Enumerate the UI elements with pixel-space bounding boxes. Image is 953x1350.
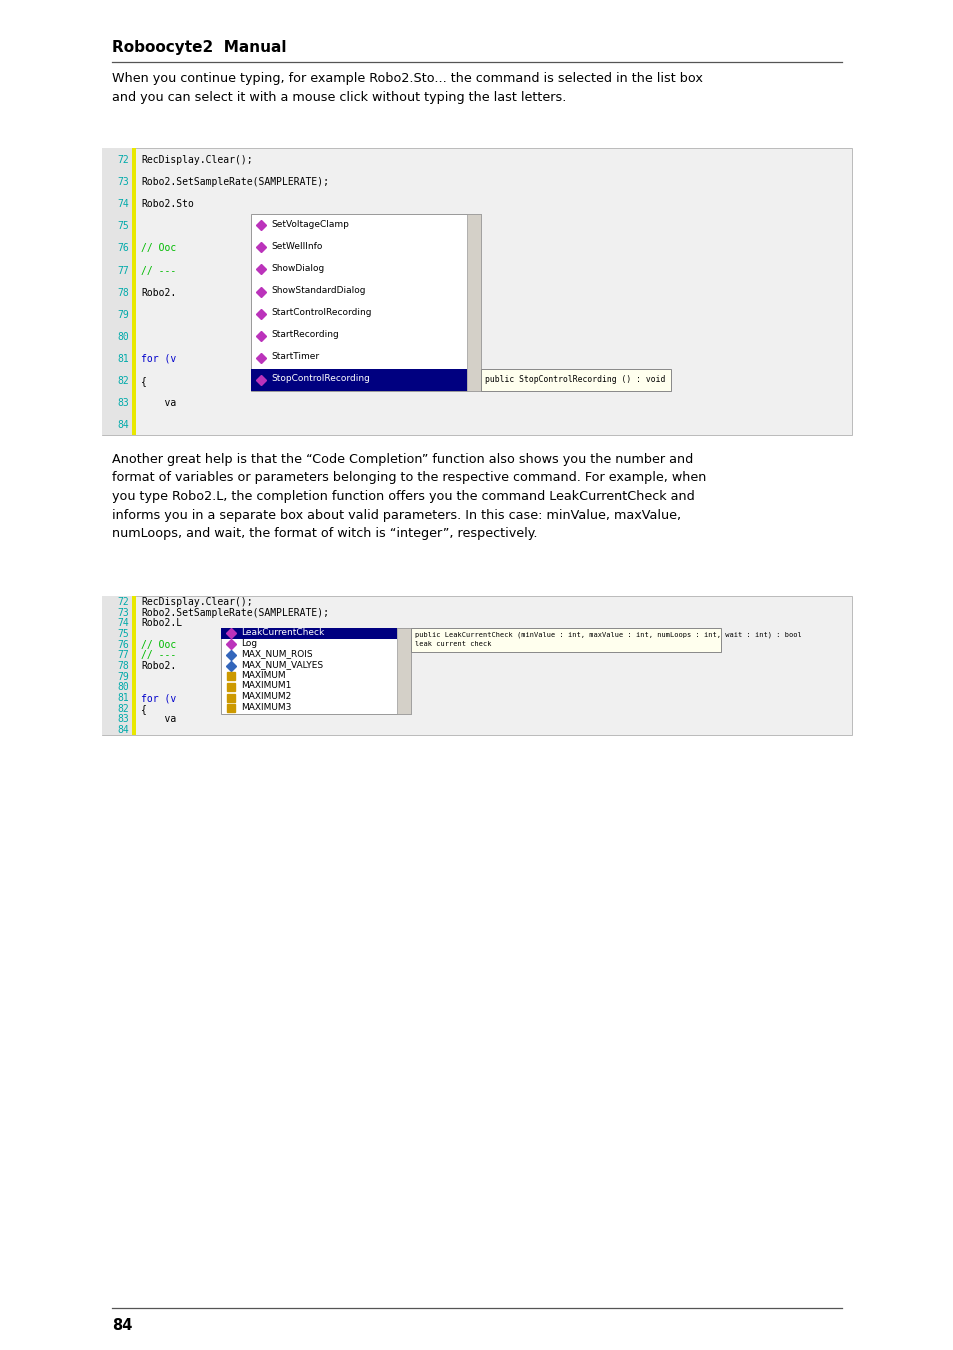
Text: 81: 81 xyxy=(117,693,129,703)
Text: MAXIMUM2: MAXIMUM2 xyxy=(241,693,291,701)
Text: Robo2.SetSampleRate(SAMPLERATE);: Robo2.SetSampleRate(SAMPLERATE); xyxy=(141,608,329,617)
Text: 73: 73 xyxy=(117,608,129,617)
Text: 84: 84 xyxy=(117,725,129,736)
Text: MAXIMUM: MAXIMUM xyxy=(241,671,285,679)
Text: 74: 74 xyxy=(117,618,129,628)
FancyBboxPatch shape xyxy=(411,628,720,652)
Text: 81: 81 xyxy=(117,354,129,364)
Text: Robo2.SetSampleRate(SAMPLERATE);: Robo2.SetSampleRate(SAMPLERATE); xyxy=(141,177,329,188)
Text: 73: 73 xyxy=(117,177,129,188)
Text: {: { xyxy=(141,375,147,386)
Text: 77: 77 xyxy=(117,266,129,275)
Text: When you continue typing, for example Robo2.Sto... the command is selected in th: When you continue typing, for example Ro… xyxy=(112,72,702,104)
FancyBboxPatch shape xyxy=(132,595,136,734)
Text: // Ooc: // Ooc xyxy=(141,640,176,649)
Text: 77: 77 xyxy=(117,651,129,660)
Text: 76: 76 xyxy=(117,243,129,254)
FancyBboxPatch shape xyxy=(102,148,132,435)
FancyBboxPatch shape xyxy=(251,215,480,392)
Text: Robo2.: Robo2. xyxy=(141,662,176,671)
Text: StartTimer: StartTimer xyxy=(271,352,319,362)
Text: 79: 79 xyxy=(117,672,129,682)
Text: 82: 82 xyxy=(117,375,129,386)
Text: 74: 74 xyxy=(117,200,129,209)
Text: StartControlRecording: StartControlRecording xyxy=(271,308,371,317)
FancyBboxPatch shape xyxy=(102,595,851,734)
Text: 83: 83 xyxy=(117,398,129,408)
Text: Robo2.Sto: Robo2.Sto xyxy=(141,200,193,209)
Text: for (v: for (v xyxy=(141,354,176,364)
Text: ShowDialog: ShowDialog xyxy=(271,263,324,273)
Text: RecDisplay.Clear();: RecDisplay.Clear(); xyxy=(141,597,253,608)
Text: 72: 72 xyxy=(117,155,129,165)
FancyBboxPatch shape xyxy=(251,369,467,391)
Text: 75: 75 xyxy=(117,629,129,639)
Text: // Ooc: // Ooc xyxy=(141,243,176,254)
Text: MAXIMUM3: MAXIMUM3 xyxy=(241,703,291,711)
Text: Robo2.: Robo2. xyxy=(141,288,176,297)
Text: 84: 84 xyxy=(117,420,129,431)
Text: Roboocyte2  Manual: Roboocyte2 Manual xyxy=(112,40,286,55)
Text: MAX_NUM_VALYES: MAX_NUM_VALYES xyxy=(241,660,323,670)
Text: 78: 78 xyxy=(117,662,129,671)
FancyBboxPatch shape xyxy=(396,628,411,714)
Text: ShowStandardDialog: ShowStandardDialog xyxy=(271,286,365,296)
Text: public LeakCurrentCheck (minValue : int, maxValue : int, numLoops : int, wait : : public LeakCurrentCheck (minValue : int,… xyxy=(415,632,801,637)
Text: Robo2.L: Robo2.L xyxy=(141,618,182,628)
FancyBboxPatch shape xyxy=(467,215,480,392)
Text: MAXIMUM1: MAXIMUM1 xyxy=(241,682,291,690)
Text: Log: Log xyxy=(241,639,257,648)
Text: va: va xyxy=(141,714,176,725)
Text: StartRecording: StartRecording xyxy=(271,331,338,339)
Text: 83: 83 xyxy=(117,714,129,725)
Text: LeakCurrentCheck: LeakCurrentCheck xyxy=(241,628,324,637)
FancyBboxPatch shape xyxy=(132,148,136,435)
Text: SetVoltageClamp: SetVoltageClamp xyxy=(271,220,349,228)
Text: {: { xyxy=(141,703,147,714)
FancyBboxPatch shape xyxy=(102,148,851,435)
Text: // ---: // --- xyxy=(141,266,176,275)
FancyBboxPatch shape xyxy=(221,628,411,714)
Text: 78: 78 xyxy=(117,288,129,297)
Text: 72: 72 xyxy=(117,597,129,608)
FancyBboxPatch shape xyxy=(480,369,670,391)
Text: 82: 82 xyxy=(117,703,129,714)
Text: 84: 84 xyxy=(112,1318,132,1332)
Text: RecDisplay.Clear();: RecDisplay.Clear(); xyxy=(141,155,253,165)
Text: public StopControlRecording () : void: public StopControlRecording () : void xyxy=(484,375,664,385)
Text: for (v: for (v xyxy=(141,693,176,703)
Text: Another great help is that the “Code Completion” function also shows you the num: Another great help is that the “Code Com… xyxy=(112,454,705,540)
Text: // ---: // --- xyxy=(141,651,176,660)
Text: MAX_NUM_ROIS: MAX_NUM_ROIS xyxy=(241,649,313,659)
Text: leak current check: leak current check xyxy=(415,641,491,647)
Text: SetWellInfo: SetWellInfo xyxy=(271,242,322,251)
Text: StopControlRecording: StopControlRecording xyxy=(271,374,370,383)
Text: 79: 79 xyxy=(117,309,129,320)
FancyBboxPatch shape xyxy=(221,628,396,639)
Text: 80: 80 xyxy=(117,332,129,342)
Text: 76: 76 xyxy=(117,640,129,649)
Text: 75: 75 xyxy=(117,221,129,231)
Text: 80: 80 xyxy=(117,682,129,693)
FancyBboxPatch shape xyxy=(102,595,132,734)
Text: va: va xyxy=(141,398,176,408)
